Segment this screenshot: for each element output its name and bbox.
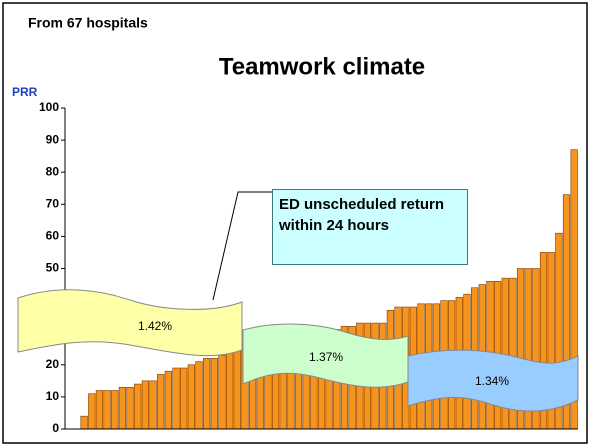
bar (172, 367, 180, 430)
banner-label: 1.37% (309, 350, 343, 364)
subtitle: From 67 hospitals (28, 15, 148, 31)
callout-text: ED unscheduled return within 24 hours (272, 189, 468, 265)
y-tick-label: 0 (52, 421, 59, 435)
callout-pointer (212, 191, 272, 301)
bar (95, 390, 104, 430)
bar (126, 386, 134, 430)
bar (88, 393, 96, 430)
bar (157, 374, 165, 430)
bar (141, 380, 150, 430)
y-tick-label: 20 (46, 357, 60, 371)
banner-label: 1.42% (138, 319, 172, 333)
banner-label: 1.34% (475, 374, 509, 388)
bar (80, 415, 88, 430)
y-tick-label: 60 (46, 229, 60, 243)
callout-box: ED unscheduled return within 24 hours (272, 189, 468, 265)
bar (210, 358, 218, 430)
banner (17, 289, 243, 357)
banner (407, 349, 579, 412)
bar (111, 390, 119, 430)
bar (225, 351, 234, 430)
bar (164, 370, 172, 430)
bar (233, 348, 241, 430)
y-tick-label: 90 (46, 132, 60, 146)
bar (218, 354, 226, 430)
y-tick-label: 10 (46, 389, 60, 403)
y-tick-label: 70 (46, 196, 60, 210)
y-tick-label: 80 (46, 164, 60, 178)
bar (195, 361, 203, 430)
bar (180, 367, 188, 430)
y-axis-label: PRR (12, 85, 38, 99)
bar (118, 386, 127, 430)
bar (103, 390, 111, 430)
chart-title: Teamwork climate (219, 53, 425, 80)
bar (134, 383, 142, 430)
y-tick-label: 100 (39, 100, 59, 114)
bar (203, 358, 211, 430)
y-tick-label: 50 (46, 261, 60, 275)
bar (149, 380, 157, 430)
bar (187, 364, 195, 430)
overlay: 1.42% 1.37% 1.34% ED unscheduled return … (17, 189, 579, 412)
